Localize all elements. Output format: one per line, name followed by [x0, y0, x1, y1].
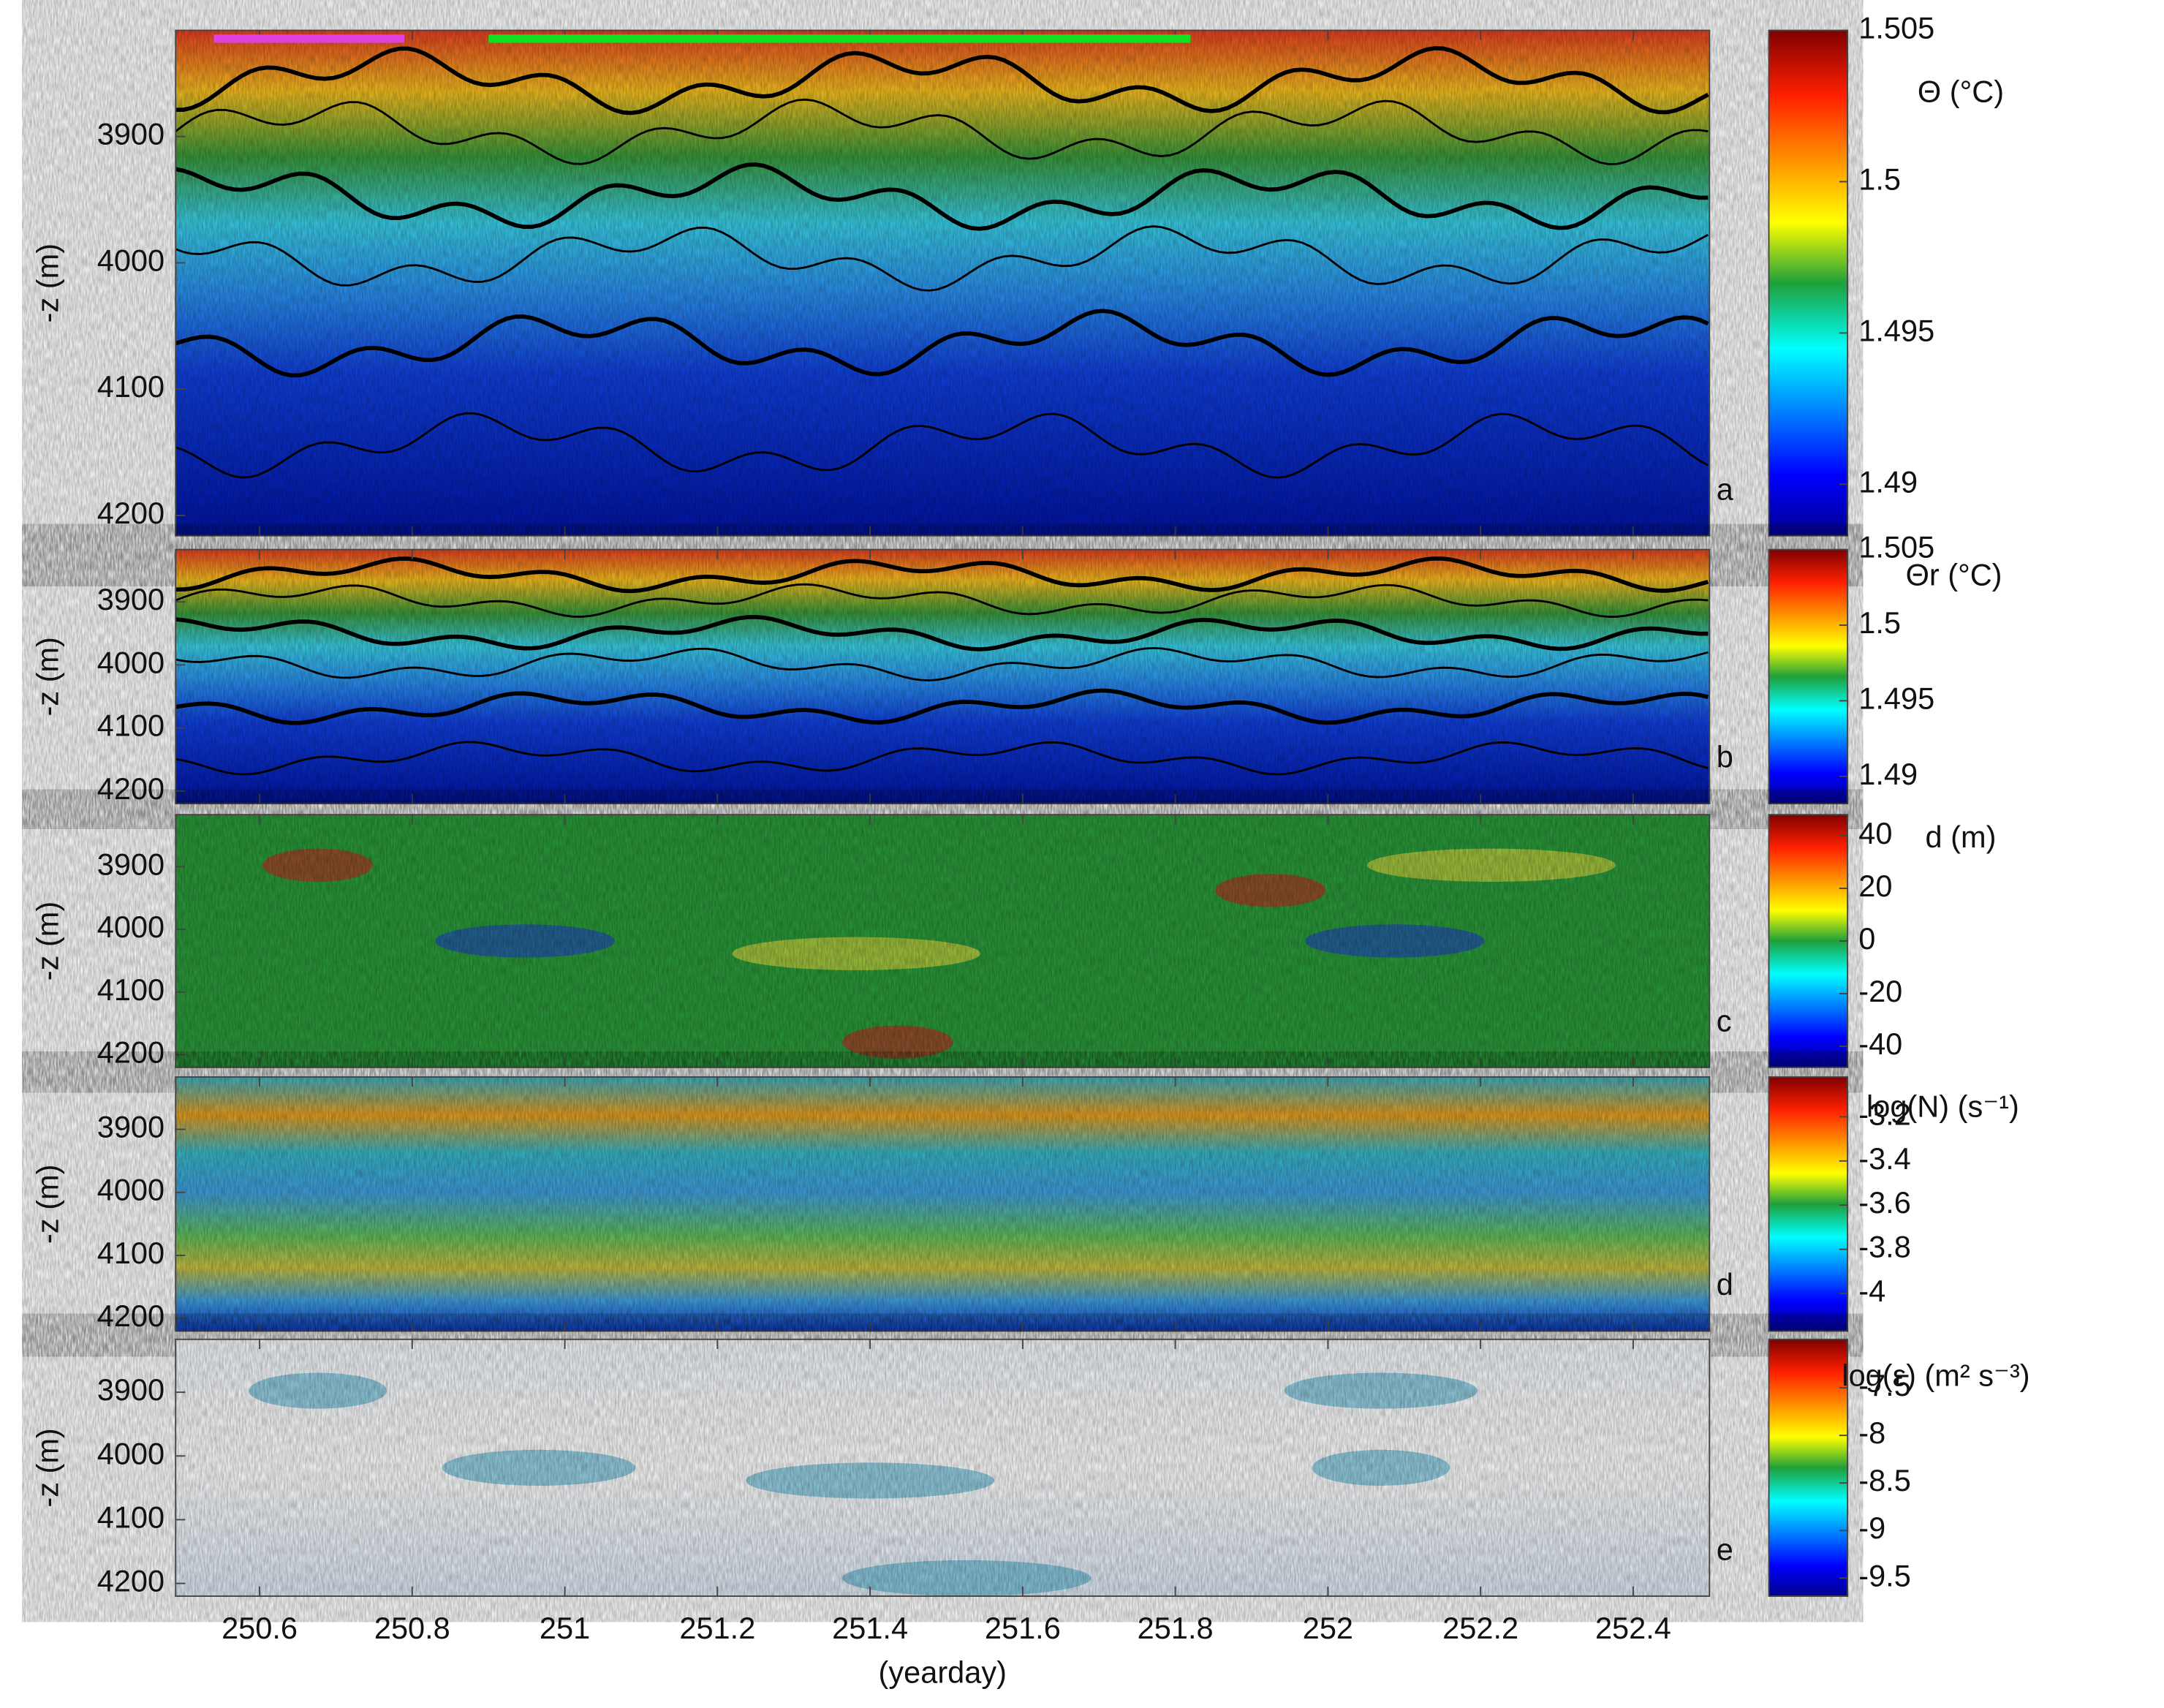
contour-line — [175, 98, 1709, 165]
y-tick-label: 3900 — [97, 117, 164, 151]
colorbar-tick-label: 1.49 — [1858, 757, 1918, 791]
colorbar-label: Θr (°C) — [1906, 557, 2002, 592]
colorbar-tick-label: -9 — [1858, 1511, 1885, 1545]
x-tick-label: 251.4 — [832, 1611, 908, 1645]
y-axis-label: -z (m) — [30, 1428, 64, 1507]
colorbar-tick-label: 1.49 — [1858, 464, 1918, 499]
contour-line — [175, 162, 1709, 231]
plot-frame — [175, 814, 1711, 1068]
panel-label: e — [1717, 1533, 1733, 1567]
panel-label: b — [1717, 740, 1733, 774]
heatmap-texture — [175, 1076, 1710, 1331]
y-axis-label: -z (m) — [30, 637, 64, 716]
colorbar-tick-label: 1.5 — [1858, 605, 1901, 640]
x-tick-label: 252 — [1303, 1611, 1353, 1645]
colorbar-tick-label: 40 — [1858, 816, 1892, 850]
plot-frame — [175, 1338, 1711, 1597]
y-tick-label: 4000 — [97, 910, 164, 944]
colorbar — [1768, 29, 1849, 537]
colorbar-tick-label: 1.505 — [1858, 530, 1934, 564]
panel-label: d — [1717, 1267, 1733, 1301]
colorbar-tick-label: -3.4 — [1858, 1141, 1911, 1176]
y-axis-label: -z (m) — [30, 1165, 64, 1244]
colorbar-tick-label: -9.5 — [1858, 1558, 1911, 1592]
heatmap-texture — [175, 1339, 1710, 1597]
y-axis-label: -z (m) — [30, 243, 64, 322]
x-axis-label: (yearday) — [879, 1655, 1007, 1690]
y-tick-label: 4000 — [97, 1436, 164, 1470]
colorbar — [1768, 548, 1849, 805]
y-tick-label: 4000 — [97, 645, 164, 679]
colorbar-label: d (m) — [1926, 820, 1997, 854]
heatmap-texture — [175, 549, 1710, 804]
y-tick-label: 4200 — [97, 496, 164, 530]
contour-line — [175, 583, 1709, 618]
y-axis-label: -z (m) — [30, 902, 64, 980]
colorbar-tick-label: -4 — [1858, 1274, 1885, 1308]
colorbar-tick-label: 1.495 — [1858, 681, 1934, 715]
plot-frame — [175, 548, 1711, 805]
colorbar-tick-label: 20 — [1858, 869, 1892, 903]
colorbar — [1768, 814, 1849, 1068]
x-tick-label: 251 — [540, 1611, 590, 1645]
time-segment — [488, 34, 1191, 43]
colorbar-tick-label: -7.5 — [1858, 1368, 1911, 1402]
contour-line — [175, 646, 1709, 681]
plot-frame — [175, 1076, 1711, 1332]
x-tick-label: 251.6 — [985, 1611, 1061, 1645]
y-tick-label: 3900 — [97, 847, 164, 881]
y-tick-label: 3900 — [97, 582, 164, 616]
colorbar-tick-label: -3.6 — [1858, 1185, 1911, 1220]
y-tick-label: 3900 — [97, 1372, 164, 1407]
panel-label: a — [1717, 472, 1734, 506]
y-tick-label: 4100 — [97, 1236, 164, 1270]
contour-line — [175, 741, 1709, 776]
x-tick-label: 252.4 — [1595, 1611, 1671, 1645]
y-tick-label: 4200 — [97, 1564, 164, 1598]
contour-line — [175, 614, 1709, 651]
y-tick-label: 4200 — [97, 1035, 164, 1070]
y-tick-label: 4100 — [97, 972, 164, 1007]
colorbar-tick-label: 0 — [1858, 921, 1875, 956]
y-tick-label: 4000 — [97, 243, 164, 277]
colorbar-tick-label: -3.8 — [1858, 1230, 1911, 1264]
colorbar-tick-label: 1.5 — [1858, 162, 1901, 196]
x-tick-label: 251.8 — [1138, 1611, 1214, 1645]
y-tick-label: 4100 — [97, 369, 164, 404]
colorbar-tick-label: -8.5 — [1858, 1463, 1911, 1497]
colorbar — [1768, 1338, 1849, 1597]
contour-line — [175, 688, 1709, 725]
heatmap-texture — [175, 815, 1710, 1068]
colorbar-label: Θ (°C) — [1918, 74, 2004, 108]
colorbar-tick-label: -40 — [1858, 1027, 1902, 1061]
x-tick-label: 250.8 — [374, 1611, 450, 1645]
colorbar-label: log(N) (s⁻¹) — [1866, 1089, 2019, 1123]
y-tick-label: 4000 — [97, 1173, 164, 1207]
colorbar-tick-label: -8 — [1858, 1416, 1885, 1450]
colorbar-tick-label: -3.2 — [1858, 1097, 1911, 1131]
time-segment — [213, 34, 405, 43]
panel-label: c — [1717, 1003, 1732, 1038]
contour-line — [175, 556, 1709, 594]
y-tick-label: 4200 — [97, 771, 164, 806]
x-tick-label: 251.2 — [679, 1611, 755, 1645]
y-tick-label: 3900 — [97, 1110, 164, 1144]
x-tick-label: 250.6 — [222, 1611, 298, 1645]
colorbar-tick-label: 1.495 — [1858, 313, 1934, 347]
contour-line — [175, 412, 1709, 479]
y-tick-label: 4200 — [97, 1299, 164, 1333]
y-tick-label: 4100 — [97, 708, 164, 743]
contour-line — [175, 46, 1709, 116]
colorbar-tick-label: 1.505 — [1858, 11, 1934, 45]
y-tick-label: 4100 — [97, 1500, 164, 1534]
colorbar-tick-label: -20 — [1858, 974, 1902, 1008]
plot-frame — [175, 29, 1711, 537]
heatmap-texture — [175, 30, 1710, 536]
colorbar-label: log(ε) (m² s⁻³) — [1842, 1359, 2029, 1393]
contour-line — [175, 309, 1709, 378]
contour-line — [175, 225, 1709, 292]
x-tick-label: 252.2 — [1442, 1611, 1518, 1645]
colorbar — [1768, 1076, 1849, 1332]
